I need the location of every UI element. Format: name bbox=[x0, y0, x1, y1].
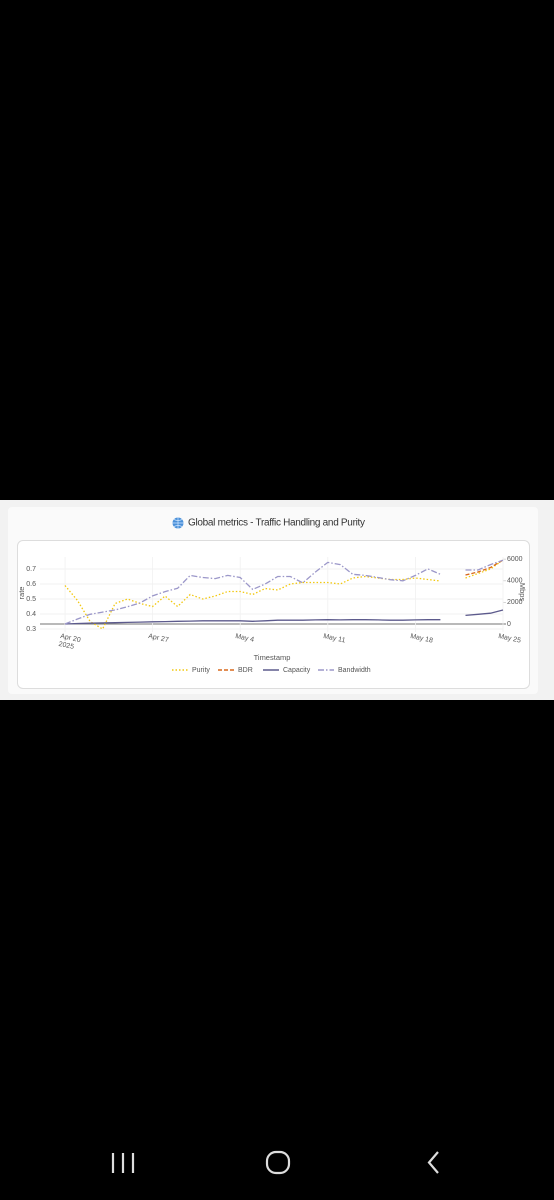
chart-title: Global metrics - Traffic Handling and Pu… bbox=[188, 518, 365, 529]
series-line bbox=[64, 559, 504, 625]
series-line bbox=[64, 609, 504, 625]
y2-axis-title: Mbps bbox=[518, 583, 527, 602]
legend-label: BDR bbox=[238, 667, 253, 674]
y-tick-label: 0.6 bbox=[26, 581, 36, 588]
nav-back[interactable] bbox=[427, 1151, 439, 1174]
legend-item[interactable]: BDR bbox=[218, 667, 253, 674]
y2-tick-label: 0 bbox=[507, 621, 511, 628]
y2-tick-label: 4000 bbox=[507, 578, 523, 585]
legend-label: Purity bbox=[192, 667, 210, 674]
y-tick-label: 0.3 bbox=[26, 626, 36, 633]
x-axis-title: Timestamp bbox=[254, 653, 291, 662]
globe-lines bbox=[172, 517, 184, 529]
series-line bbox=[64, 559, 504, 630]
y2-tick-label: 2000 bbox=[507, 599, 523, 606]
y-tick-label: 0.4 bbox=[26, 611, 36, 618]
y-axis-title: rate bbox=[17, 587, 26, 600]
nav-home[interactable] bbox=[265, 1150, 291, 1175]
nav-bar[interactable] bbox=[111, 1150, 439, 1175]
legend-label: Bandwidth bbox=[338, 667, 371, 674]
nav-recent[interactable] bbox=[111, 1153, 135, 1173]
legend-label: Capacity bbox=[283, 667, 311, 674]
series-line bbox=[465, 559, 504, 576]
plot-frame bbox=[17, 540, 530, 689]
legend-item[interactable]: Capacity bbox=[263, 667, 311, 674]
legend-item[interactable]: Bandwidth bbox=[318, 667, 371, 674]
y-tick-label: 0.5 bbox=[26, 596, 36, 603]
y-tick-label: 0.7 bbox=[26, 566, 36, 573]
legend-item[interactable]: Purity bbox=[172, 667, 210, 674]
y2-tick-label: 6000 bbox=[507, 556, 523, 563]
